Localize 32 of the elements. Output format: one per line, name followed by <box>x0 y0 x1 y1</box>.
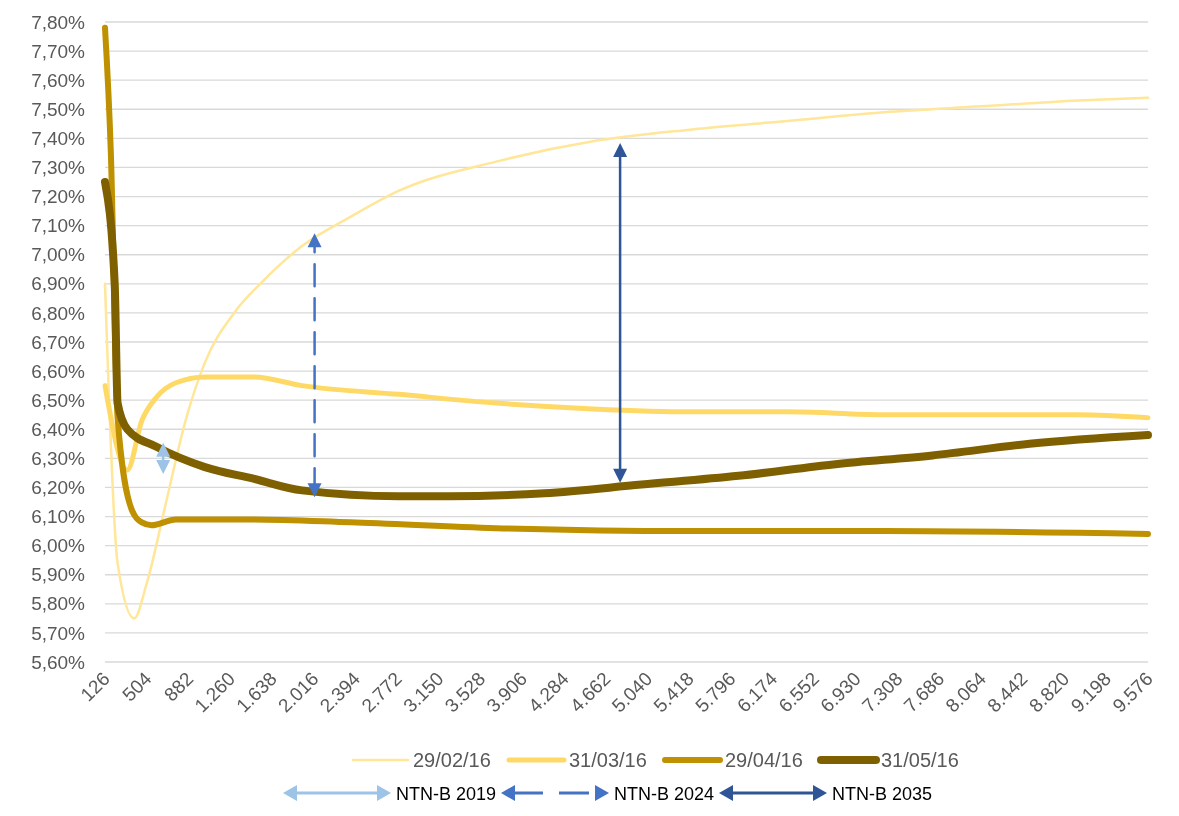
y-tick-label: 6,50% <box>31 389 86 411</box>
y-tick-label: 7,10% <box>31 215 86 237</box>
legend-label: 31/03/16 <box>569 749 647 771</box>
y-tick-label: 6,70% <box>31 331 86 353</box>
y-tick-label: 7,70% <box>31 40 86 62</box>
legend-label: NTN-B 2024 <box>614 784 715 804</box>
y-tick-label: 6,40% <box>31 418 86 440</box>
y-tick-label: 7,30% <box>31 157 86 179</box>
y-tick-label: 6,00% <box>31 535 86 557</box>
y-tick-label: 7,60% <box>31 69 86 91</box>
y-tick-label: 7,80% <box>31 11 86 33</box>
y-tick-label: 6,20% <box>31 477 86 499</box>
line-series <box>103 96 1150 620</box>
y-tick-label: 6,60% <box>31 360 86 382</box>
y-tick-label: 5,70% <box>31 622 86 644</box>
y-tick-label: 6,90% <box>31 273 86 295</box>
y-tick-label: 6,80% <box>31 302 86 324</box>
x-tick-label: 504 <box>118 667 156 706</box>
y-tick-label: 6,30% <box>31 448 86 470</box>
legend-label: 29/04/16 <box>725 749 803 771</box>
legend-label: 31/05/16 <box>881 749 959 771</box>
y-tick-label: 7,20% <box>31 186 86 208</box>
legend-label: NTN-B 2019 <box>396 784 497 804</box>
y-tick-label: 7,00% <box>31 244 86 266</box>
y-tick-label: 5,60% <box>31 651 86 673</box>
y-tick-label: 7,50% <box>31 98 86 120</box>
legend-label: 29/02/16 <box>413 749 491 771</box>
y-tick-label: 6,10% <box>31 506 86 528</box>
y-tick-label: 5,90% <box>31 564 86 586</box>
y-tick-label: 7,40% <box>31 128 86 150</box>
legend-label: NTN-B 2035 <box>832 784 933 804</box>
y-tick-label: 5,80% <box>31 593 86 615</box>
